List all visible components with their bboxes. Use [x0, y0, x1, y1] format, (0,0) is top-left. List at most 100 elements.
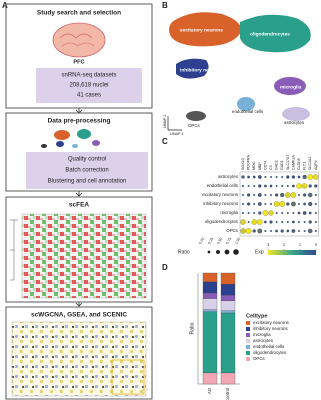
panel-label: C	[162, 137, 168, 146]
network-image	[11, 321, 147, 397]
size-key-label: 0.50	[216, 237, 223, 245]
column-label: C3	[269, 165, 273, 170]
size-key-label: 1.00	[234, 237, 241, 245]
column-label: SLC17A7	[286, 155, 290, 170]
dot	[240, 219, 246, 225]
dot	[253, 185, 256, 187]
cluster-label: excitatory neurons	[180, 27, 223, 33]
dot	[281, 176, 284, 178]
umap-clusters	[169, 12, 311, 121]
dot	[286, 185, 289, 187]
dot	[307, 192, 313, 198]
dot	[302, 193, 307, 197]
dot	[253, 212, 256, 214]
bar-segment	[220, 312, 236, 374]
dot	[268, 210, 274, 216]
dot	[241, 175, 245, 179]
x-tick-label: Control	[225, 388, 230, 400]
dot	[308, 211, 312, 215]
legend-label: endothelial cells	[253, 344, 285, 349]
dot	[275, 185, 278, 187]
bar-segment	[220, 272, 236, 285]
dot	[308, 184, 312, 188]
dot	[303, 221, 306, 223]
cluster-label: endothelial cells	[232, 109, 264, 114]
dot	[286, 202, 290, 206]
mini-umap	[41, 129, 100, 148]
dot	[286, 229, 290, 233]
arrow	[75, 191, 83, 197]
dot	[286, 221, 289, 223]
dot	[269, 220, 273, 224]
dot	[308, 201, 313, 207]
dot	[258, 184, 262, 188]
dot	[270, 230, 272, 232]
legend-label: oligodendrocytes	[253, 350, 287, 355]
dot	[247, 185, 250, 187]
legend-title: Exp	[255, 249, 264, 255]
bar-segment	[220, 295, 236, 301]
dot	[290, 192, 297, 198]
box-title: Data pre-processing	[48, 118, 111, 125]
zoom-box	[111, 359, 145, 395]
dot	[275, 176, 278, 178]
colorbar-label: 2	[283, 242, 286, 247]
column-label: AQP4	[314, 160, 318, 170]
panel-label: D	[162, 263, 168, 272]
dataset-line: 208,618 nuclei	[69, 83, 108, 89]
dot	[275, 229, 278, 233]
dot	[242, 194, 244, 196]
row-label: excitatory neurons	[202, 192, 239, 197]
dot	[314, 184, 318, 188]
legend-title: Celltype	[246, 313, 267, 319]
y-axis-label: UMAP 2	[163, 115, 167, 128]
size-key	[216, 250, 220, 254]
dot	[256, 219, 263, 225]
bar-segment	[202, 311, 218, 374]
dot	[301, 183, 308, 189]
region: PFC	[73, 59, 84, 65]
dot	[298, 203, 300, 205]
dot	[258, 211, 262, 215]
cluster-label: astrocytes	[284, 120, 305, 125]
column-label: SOX10	[241, 158, 245, 170]
step: Quality control	[68, 157, 106, 163]
dot	[242, 203, 244, 205]
dot	[281, 185, 284, 187]
legend-swatch	[246, 339, 250, 343]
size-key-label: 0.75	[225, 237, 232, 245]
dot	[286, 175, 290, 179]
dot	[264, 203, 267, 205]
legend-label: microglia	[253, 332, 271, 337]
panel-label: B	[162, 1, 168, 10]
row-label: endothelial cells	[207, 183, 239, 188]
bar-segment	[202, 298, 218, 310]
dot	[297, 175, 301, 179]
dot	[292, 220, 295, 224]
y-axis-label: Ratio	[189, 322, 195, 334]
dot	[247, 221, 250, 223]
column-label: CAMK2A	[291, 155, 295, 170]
dot	[247, 212, 250, 214]
step: Blustering and cell annotation	[48, 179, 127, 185]
legend-title: Ratio	[178, 249, 190, 255]
dot	[291, 229, 296, 233]
dot	[275, 221, 278, 223]
legend-swatch	[246, 333, 250, 337]
dot	[303, 202, 306, 206]
dot	[242, 212, 244, 214]
dot	[242, 185, 244, 187]
bar-segment	[220, 283, 236, 296]
dot	[246, 193, 251, 197]
column-label: CD74	[263, 161, 267, 170]
arrow	[75, 302, 83, 307]
row-label: astrocytes	[218, 174, 239, 179]
dot	[270, 176, 272, 178]
box-title: scFEA	[69, 202, 90, 209]
steps-box	[26, 152, 148, 189]
dataset-box	[36, 68, 142, 103]
size-key-label: 0.00	[198, 237, 205, 245]
dot	[314, 221, 317, 223]
column-label: MBP	[258, 162, 262, 170]
